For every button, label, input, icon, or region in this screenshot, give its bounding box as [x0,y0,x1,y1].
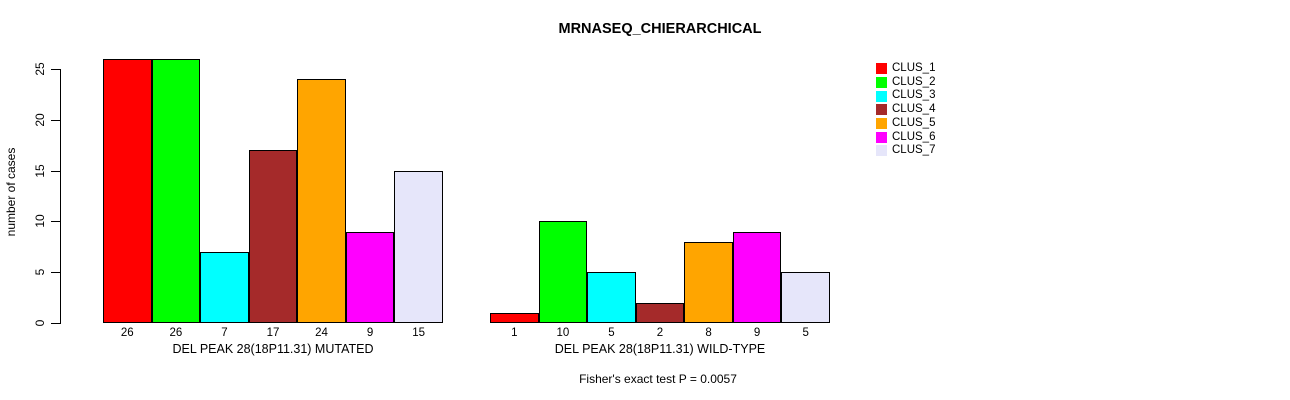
bar-group1-clus_4 [248,150,298,323]
bar-group2-clus_2 [538,221,588,323]
legend-label: CLUS_3 [892,89,936,102]
legend-label: CLUS_6 [892,130,936,143]
y-tick-label: 5 [33,268,47,276]
bar-value-label: 24 [315,327,328,339]
bar-group1-clus_3 [200,251,249,323]
legend-item: CLUS_7 [876,144,935,158]
legend-swatch [876,104,887,116]
legend-item: CLUS_1 [876,62,935,76]
legend-item: CLUS_5 [876,117,935,131]
y-tick-label: 10 [33,214,47,229]
bar-value-label: 15 [412,327,426,339]
legend-label: CLUS_1 [892,62,936,75]
y-tick [51,69,61,70]
x-axis-label-wild-type: DEL PEAK 28(18P11.31) WILD-TYPE [554,342,766,356]
legend-swatch [876,77,887,89]
y-axis-label: number of cases [4,147,18,237]
legend-label: CLUS_2 [892,75,936,88]
y-tick [51,119,61,121]
bar-group1-clus_1 [103,58,152,323]
bar-group2-clus_7 [781,272,830,323]
bar-group2-clus_6 [732,231,782,323]
legend-item: CLUS_6 [876,130,935,144]
bar-value-label: 7 [221,327,228,339]
x-axis-label-mutated: DEL PEAK 28(18P11.31) MUTATED [172,342,374,356]
legend-swatch [876,131,887,143]
y-tick-label: 15 [33,163,47,178]
legend-label: CLUS_4 [892,103,936,116]
legend-swatch [876,118,887,130]
y-tick [51,323,61,324]
bar-value-label: 5 [608,327,615,339]
bar-group2-clus_5 [684,241,733,323]
bar-group2-clus_1 [490,312,539,323]
bar-group1-clus_5 [297,79,346,323]
bar-group1-clus_2 [151,58,201,323]
y-tick-label: 20 [33,113,47,127]
fisher-test-note: Fisher's exact test P = 0.0057 [579,372,737,386]
legend-item: CLUS_3 [876,89,935,103]
y-axis-line [60,69,61,323]
bar-group2-clus_4 [635,302,685,323]
bar-value-label: 8 [705,327,712,339]
bar-value-label: 17 [266,327,280,339]
legend-label: CLUS_7 [892,144,936,157]
y-tick-label: 0 [33,319,47,327]
legend-item: CLUS_2 [876,76,935,90]
bar-value-label: 5 [802,327,809,339]
bar-value-label: 26 [169,327,183,339]
legend: CLUS_1 CLUS_2 CLUS_3 CLUS_4 CLUS_5 CLUS_6 CLUS… [876,62,935,158]
y-tick [51,170,61,172]
y-tick-label: 25 [33,62,47,76]
bar-group2-clus_3 [587,272,636,323]
bar-value-label: 1 [511,327,518,339]
y-tick [51,272,61,274]
bar-value-label: 26 [120,327,134,339]
bar-value-label: 10 [556,327,570,339]
chart-title: MRNASEQ_CHIERARCHICAL [558,21,762,37]
legend-swatch [876,63,887,75]
bar-value-label: 2 [656,327,664,339]
legend-swatch [876,145,887,157]
bar-group1-clus_7 [394,170,443,323]
y-tick [51,221,61,223]
bar-group1-clus_6 [345,231,395,323]
legend-item: CLUS_4 [876,103,935,117]
bar-value-label: 9 [366,327,374,339]
bar-value-label: 9 [753,327,761,339]
legend-label: CLUS_5 [892,116,936,129]
legend-swatch [876,90,887,102]
